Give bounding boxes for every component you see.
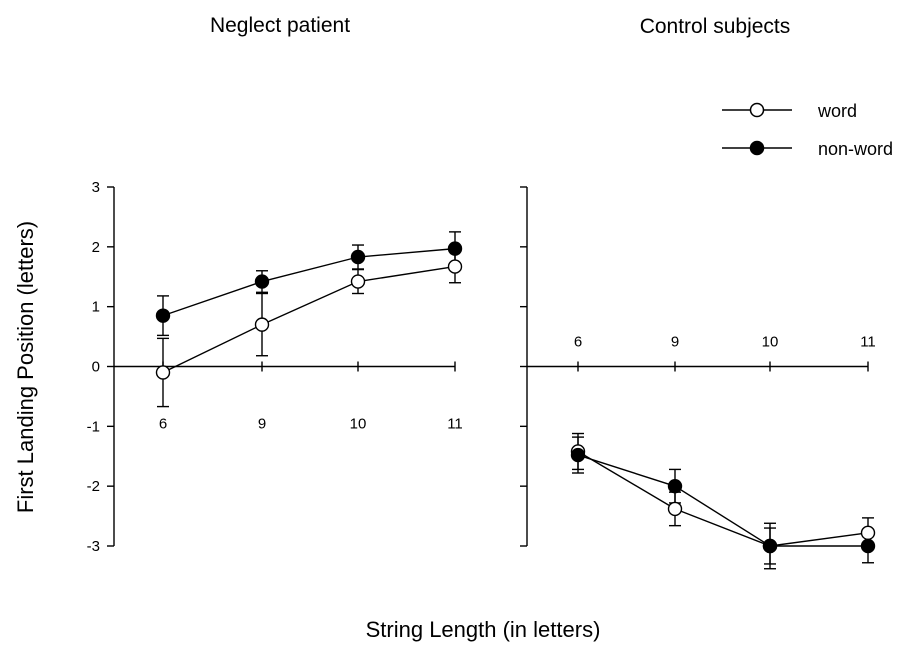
left-word-point	[350, 274, 366, 289]
right-word-point	[860, 525, 876, 541]
left-y-tick-label: 0	[92, 359, 100, 376]
left-y-tick-label: -3	[87, 538, 100, 555]
legend-nonword-marker	[749, 140, 765, 156]
right-panel-title: Control subjects	[640, 15, 791, 38]
left-y-tick-label: -2	[87, 478, 100, 495]
left-x-tick-label: 9	[258, 416, 266, 433]
right-non-word-point	[570, 447, 586, 463]
left-x-tick-label: 6	[159, 416, 167, 433]
left-word-point	[254, 317, 270, 332]
left-word-line	[162, 265, 456, 374]
left-x-tick-label: 10	[350, 416, 367, 433]
control-subjects-panel: 6 9 10 11	[520, 186, 876, 570]
right-non-word-point	[860, 538, 876, 554]
y-axis-title: First Landing Position (letters)	[13, 221, 38, 513]
left-non-word-line	[162, 247, 456, 317]
left-panel-title: Neglect patient	[210, 14, 350, 37]
legend-item-non-word: non-word	[722, 139, 893, 159]
right-word-point	[667, 501, 683, 517]
left-y-tick-label: 1	[92, 299, 100, 316]
legend-word-marker	[749, 102, 765, 118]
left-non-word-point	[350, 249, 366, 265]
right-non-word-point	[667, 478, 683, 494]
legend: word non-word	[722, 101, 893, 159]
left-x-tick-label: 11	[447, 416, 463, 433]
left-y-tick-label: 2	[92, 239, 100, 256]
right-x-tick-label: 9	[671, 334, 679, 351]
left-non-word-point	[155, 308, 171, 323]
left-word-point	[155, 365, 171, 380]
right-word-line	[577, 450, 869, 547]
legend-word-label: word	[817, 101, 857, 121]
right-non-word-point	[762, 538, 778, 554]
left-non-word-point	[447, 241, 463, 256]
left-y-tick-label: -1	[87, 418, 100, 435]
neglect-patient-panel: -3 -2 -1 0 1 2 3 6 9 10 11	[87, 179, 463, 555]
left-y-tick-label: 3	[92, 179, 100, 196]
left-non-word-point	[254, 274, 270, 289]
right-x-tick-label: 11	[860, 334, 876, 351]
x-axis-title: String Length (in letters)	[366, 617, 601, 642]
legend-nonword-label: non-word	[818, 139, 893, 159]
legend-item-word: word	[722, 101, 857, 121]
right-x-tick-label: 6	[574, 334, 582, 351]
right-x-tick-label: 10	[762, 334, 779, 351]
left-word-point	[447, 259, 463, 274]
right-non-word-line	[577, 454, 868, 547]
